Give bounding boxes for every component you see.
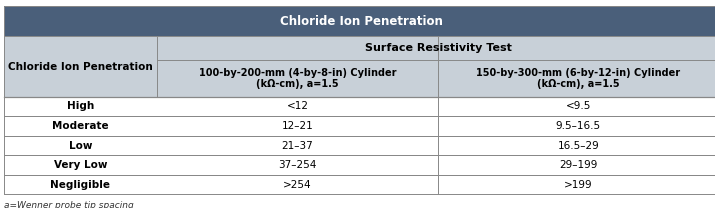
Bar bbox=[4, 116, 157, 136]
Bar bbox=[157, 155, 438, 175]
Text: <9.5: <9.5 bbox=[566, 102, 591, 111]
Bar bbox=[157, 60, 438, 97]
Text: 12–21: 12–21 bbox=[282, 121, 313, 131]
Bar bbox=[438, 155, 715, 175]
Text: Surface Resistivity Test: Surface Resistivity Test bbox=[365, 43, 511, 53]
Bar bbox=[438, 116, 715, 136]
Text: Moderate: Moderate bbox=[52, 121, 109, 131]
Text: Very Low: Very Low bbox=[54, 160, 107, 170]
Bar bbox=[4, 136, 157, 155]
Text: Chloride Ion Penetration: Chloride Ion Penetration bbox=[8, 62, 153, 72]
Bar bbox=[438, 136, 715, 155]
Bar bbox=[438, 60, 715, 97]
Bar bbox=[4, 175, 157, 194]
Text: <12: <12 bbox=[287, 102, 309, 111]
Text: Negligible: Negligible bbox=[51, 180, 110, 190]
Text: 16.5–29: 16.5–29 bbox=[558, 141, 599, 151]
Text: 29–199: 29–199 bbox=[559, 160, 598, 170]
Bar bbox=[4, 6, 715, 36]
Bar bbox=[157, 97, 438, 116]
Bar bbox=[157, 136, 438, 155]
Bar bbox=[4, 155, 157, 175]
Text: a=Wenner probe tip spacing: a=Wenner probe tip spacing bbox=[4, 201, 133, 208]
Text: Chloride Ion Penetration: Chloride Ion Penetration bbox=[280, 15, 443, 28]
Text: Low: Low bbox=[69, 141, 92, 151]
Bar bbox=[4, 97, 157, 116]
Text: 21–37: 21–37 bbox=[282, 141, 313, 151]
Text: 100-by-200-mm (4-by-8-in) Cylinder
(kΩ-cm), a=1.5: 100-by-200-mm (4-by-8-in) Cylinder (kΩ-c… bbox=[199, 68, 396, 89]
Text: 37–254: 37–254 bbox=[278, 160, 317, 170]
Text: 9.5–16.5: 9.5–16.5 bbox=[556, 121, 601, 131]
Bar bbox=[438, 175, 715, 194]
Bar bbox=[438, 97, 715, 116]
Text: >254: >254 bbox=[283, 180, 312, 190]
Bar bbox=[157, 36, 715, 60]
Bar bbox=[157, 116, 438, 136]
Text: >199: >199 bbox=[564, 180, 593, 190]
Text: High: High bbox=[66, 102, 94, 111]
Bar bbox=[157, 175, 438, 194]
Bar bbox=[4, 36, 157, 97]
Text: 150-by-300-mm (6-by-12-in) Cylinder
(kΩ-cm), a=1.5: 150-by-300-mm (6-by-12-in) Cylinder (kΩ-… bbox=[476, 68, 680, 89]
